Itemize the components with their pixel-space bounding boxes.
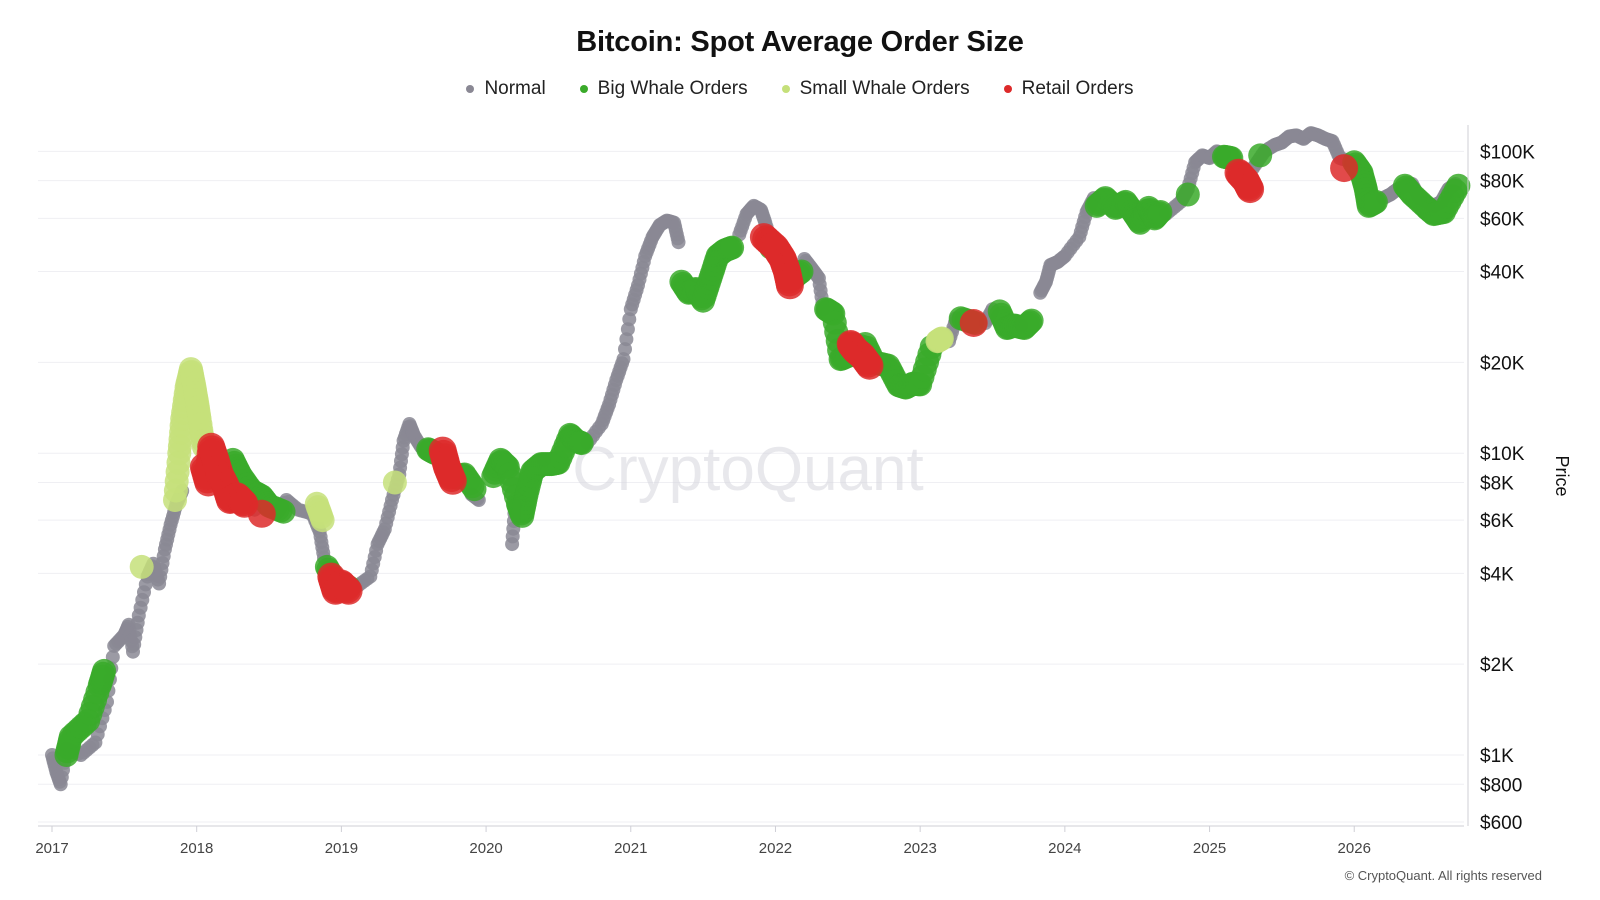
x-tick-label: 2025 [1193, 840, 1226, 857]
point-big-whale-orders [1175, 182, 1200, 207]
y-tick-label: $1K [1480, 746, 1514, 767]
legend-label-retail: Retail Orders [1021, 78, 1134, 99]
x-tick-label: 2023 [903, 840, 936, 857]
y-tick-label: $8K [1480, 473, 1514, 494]
legend-dot-normal [466, 85, 475, 93]
point-big-whale-orders [462, 477, 487, 502]
x-axis-ticks: 2017 2018 2019 2020 2021 2022 2023 2024 2025 2026 [35, 826, 1371, 857]
point-big-whale-orders [1446, 173, 1471, 198]
legend-label-small-whale: Small Whale Orders [799, 78, 970, 99]
y-tick-label: $4K [1480, 564, 1514, 585]
point-big-whale-orders [1019, 308, 1044, 333]
y-tick-label: $60K [1480, 209, 1525, 230]
chart-title: Bitcoin: Spot Average Order Size [576, 26, 1024, 58]
x-tick-label: 2021 [614, 840, 647, 857]
x-tick-label: 2018 [180, 840, 213, 857]
series-retail-orders [189, 154, 1359, 605]
legend-dot-big-whale [579, 85, 588, 93]
point-small-whale-orders [929, 326, 954, 351]
point-big-whale-orders [1248, 143, 1273, 168]
point-retail-orders [1236, 175, 1265, 204]
x-tick-label: 2017 [35, 840, 68, 857]
point-small-whale-orders [129, 554, 154, 579]
point-big-whale-orders [92, 658, 117, 683]
point-normal [671, 235, 686, 250]
y-tick-label: $20K [1480, 353, 1525, 374]
point-retail-orders [334, 576, 363, 605]
x-tick-label: 2019 [325, 840, 358, 857]
y-tick-label: $80K [1480, 172, 1525, 193]
x-tick-label: 2020 [469, 840, 502, 857]
watermark: CryptoQuant [572, 435, 924, 504]
y-tick-label: $800 [1480, 775, 1522, 796]
legend-label-big-whale: Big Whale Orders [597, 78, 748, 99]
y-axis-label: Price [1552, 455, 1572, 496]
legend-item-big-whale[interactable]: Big Whale Orders [579, 78, 748, 100]
point-big-whale-orders [271, 499, 296, 524]
x-tick-label: 2024 [1048, 840, 1081, 857]
point-retail-orders [247, 499, 276, 528]
point-retail-orders [775, 271, 804, 300]
y-tick-label: $2K [1480, 655, 1514, 676]
point-retail-orders [1330, 154, 1359, 183]
y-tick-label: $6K [1480, 511, 1514, 532]
x-tick-label: 2026 [1338, 840, 1371, 857]
point-big-whale-orders [1363, 189, 1388, 214]
legend-item-small-whale[interactable]: Small Whale Orders [781, 78, 970, 100]
legend-label-normal: Normal [484, 78, 546, 99]
y-tick-label: $10K [1480, 444, 1525, 465]
point-big-whale-orders [569, 431, 594, 456]
y-tick-label: $600 [1480, 813, 1522, 834]
point-retail-orders [855, 351, 884, 380]
x-tick-label: 2022 [759, 840, 792, 857]
scatter-points [45, 126, 1471, 792]
point-retail-orders [438, 466, 467, 495]
legend-item-retail[interactable]: Retail Orders [1003, 78, 1134, 100]
legend-dot-small-whale [781, 85, 790, 93]
legend-item-normal[interactable]: Normal [466, 78, 546, 100]
copyright-notice: © CryptoQuant. All rights reserved [1344, 868, 1542, 883]
legend-dot-retail [1003, 85, 1012, 93]
point-small-whale-orders [382, 470, 407, 495]
point-big-whale-orders [720, 235, 745, 260]
point-retail-orders [959, 309, 988, 337]
point-big-whale-orders [1148, 200, 1173, 224]
y-axis-ticks: $100K $80K $60K $40K $20K $10K $8K $6K $4K $2K $1K… [1480, 142, 1535, 834]
y-tick-label: $40K [1480, 262, 1525, 283]
legend: Normal Big Whale Orders Small Whale Orde… [0, 78, 1600, 100]
point-small-whale-orders [310, 508, 335, 533]
y-tick-label: $100K [1480, 142, 1535, 163]
